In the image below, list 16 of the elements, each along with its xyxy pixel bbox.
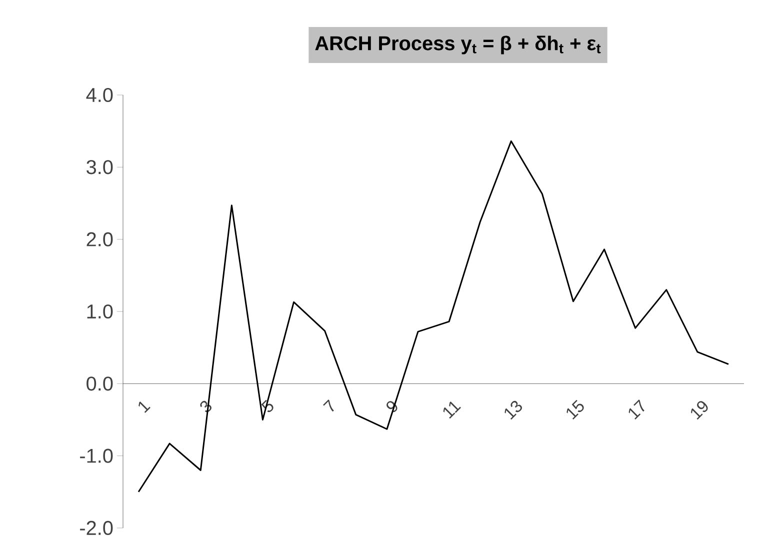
y-tick-label: -2.0: [80, 520, 113, 536]
x-tick-label: 11: [443, 401, 461, 419]
line-series: [138, 140, 730, 493]
y-tick-label: -1.0: [80, 448, 113, 463]
y-tick-label: 4.0: [86, 88, 113, 102]
y-tick-label: 1.0: [87, 304, 113, 319]
x-tick-label: 17: [628, 399, 644, 420]
chart-title: ARCH Process y$_{t}$ = β + δh$_{t}$ + ε$_{t}$: [315, 36, 601, 54]
x-tick-label: 13: [504, 400, 522, 420]
x-tick-label: 19: [690, 401, 708, 420]
x-tick-label: 1: [138, 401, 150, 413]
y-tick-label: 3.0: [86, 160, 113, 174]
x-tick-label: 7: [323, 399, 334, 412]
y-tick-label: 2.0: [86, 232, 113, 246]
y-tick-label: 0.0: [86, 376, 113, 391]
x-tick-label: 15: [566, 400, 584, 420]
